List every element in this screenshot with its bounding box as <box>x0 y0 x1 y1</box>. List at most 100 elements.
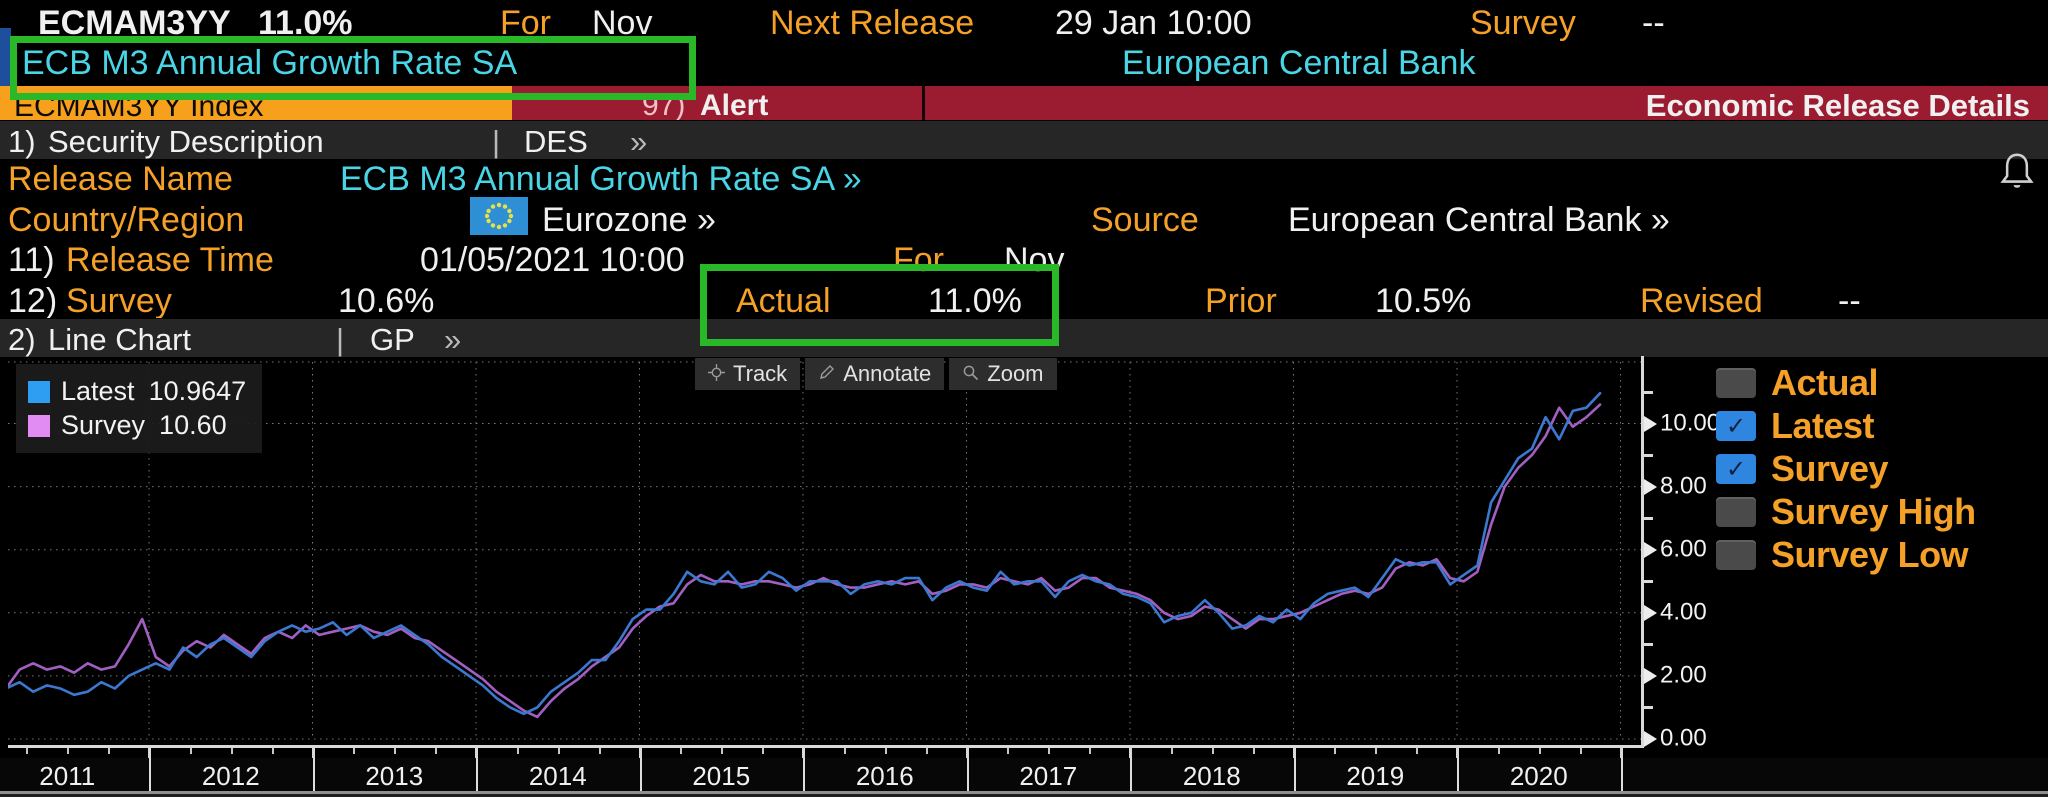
left-accent-bar <box>0 28 11 88</box>
y-tick-minor <box>1644 517 1653 521</box>
x-tick-minor <box>598 748 601 754</box>
section2-number: 2) <box>8 322 36 357</box>
chart-toolbar: Track Annotate Zoom <box>695 358 1057 390</box>
legend-row: Survey 10.60 <box>28 410 246 441</box>
chevron-right-icon: » <box>444 322 462 357</box>
source-name-top: European Central Bank <box>1122 44 1476 82</box>
x-tick-minor <box>1538 748 1541 754</box>
y-tick-arrow <box>1644 541 1657 558</box>
legend-checkbox-row: Survey Low <box>1716 534 1976 575</box>
legend-checkbox-row: Actual <box>1716 362 1976 403</box>
legend-row: Latest 10.9647 <box>28 376 246 407</box>
y-tick-minor <box>1644 706 1653 710</box>
year-label: 2015 <box>692 761 751 791</box>
section-line-chart[interactable]: 2) Line Chart | GP » <box>0 318 2048 358</box>
x-tick-major <box>1619 748 1623 759</box>
section1-divider: | <box>492 124 501 159</box>
survey-row-value: 10.6% <box>338 282 435 320</box>
y-tick-label: 0.00 <box>1660 724 1707 752</box>
x-tick-minor <box>1007 748 1010 754</box>
zoom-icon <box>962 361 979 387</box>
tool-button-label: Zoom <box>987 361 1044 386</box>
release-name-label: Release Name <box>8 160 233 198</box>
checkbox-label: Survey <box>1771 448 1889 489</box>
x-tick-minor <box>1579 748 1582 754</box>
x-tick-minor <box>435 748 438 754</box>
chart-legend: Latest 10.9647 Survey 10.60 <box>16 364 263 453</box>
next-release-label: Next Release <box>770 4 975 42</box>
section1-number: 1) <box>8 124 36 159</box>
checkbox-survey[interactable]: ✓ <box>1716 454 1756 484</box>
survey-top-value: -- <box>1642 4 1665 42</box>
series-visibility-panel: Actual ✓ Latest ✓ Survey Survey High Survey Lo… <box>1716 362 1976 581</box>
x-axis-year-labels: 2011 2012 2013 2014 2015 2016 2017 2018 2019 2020 <box>0 758 2048 791</box>
function-tab-bar: ECMAM3YY Index 97) Alert Economic Releas… <box>0 86 2048 122</box>
year-separator <box>476 758 478 791</box>
section1-mnemonic: DES <box>524 124 588 159</box>
line-chart-plot[interactable] <box>8 356 1641 746</box>
x-tick-minor <box>925 748 928 754</box>
year-separator <box>966 758 969 791</box>
ticker-index-tab[interactable]: ECMAM3YY Index <box>0 86 512 122</box>
legend-series-name: Latest <box>61 376 135 406</box>
release-time-number: 11) <box>8 241 55 279</box>
x-tick-minor <box>271 748 274 754</box>
x-tick-minor <box>353 748 356 754</box>
ticker-value: 11.0% <box>258 4 353 42</box>
checkbox-survey-low[interactable] <box>1716 540 1756 570</box>
x-tick-major <box>1129 748 1132 759</box>
prior-value: 10.5% <box>1375 282 1472 320</box>
y-tick-label: 6.00 <box>1660 535 1707 563</box>
section-security-description[interactable]: 1) Security Description | DES » <box>0 120 2048 160</box>
checkbox-label: Survey Low <box>1771 534 1969 575</box>
country-value[interactable]: Eurozone » <box>542 201 716 239</box>
release-for-value: Nov <box>1004 241 1065 279</box>
eu-flag-icon <box>470 197 528 235</box>
legend-swatch-latest <box>28 380 50 403</box>
checkbox-label: Survey High <box>1771 491 1976 532</box>
annotate-button[interactable]: Annotate <box>805 358 945 390</box>
checkbox-survey-high[interactable] <box>1716 497 1756 527</box>
checkbox-actual[interactable] <box>1716 368 1756 398</box>
year-label: 2019 <box>1346 761 1405 791</box>
x-tick-minor <box>1375 748 1378 754</box>
year-label: 2014 <box>528 761 587 791</box>
y-axis: 0.00 2.00 4.00 6.00 8.00 10.00 <box>1641 356 1720 751</box>
legend-series-name: Survey <box>61 410 146 440</box>
series-line-latest <box>8 391 1602 716</box>
source-label: Source <box>1091 201 1199 239</box>
year-separator <box>1130 758 1132 791</box>
legend-checkbox-row: Survey High <box>1716 491 1976 532</box>
legend-checkbox-row: ✓ Survey <box>1716 448 1976 489</box>
zoom-button[interactable]: Zoom <box>949 358 1057 390</box>
x-tick-minor <box>1497 748 1500 754</box>
security-name: ECB M3 Annual Growth Rate SA <box>22 44 518 82</box>
section1-label: Security Description <box>48 124 324 159</box>
track-button[interactable]: Track <box>695 358 801 390</box>
year-label: 2016 <box>855 761 914 791</box>
revised-value: -- <box>1838 282 1861 320</box>
alert-tab[interactable]: Alert <box>700 89 769 122</box>
x-tick-minor <box>721 748 724 754</box>
x-tick-minor <box>1211 748 1214 754</box>
x-tick-minor <box>516 748 519 754</box>
bell-icon[interactable] <box>2000 152 2034 190</box>
revised-label: Revised <box>1640 282 1763 320</box>
x-tick-minor <box>1089 748 1092 754</box>
x-tick-minor <box>67 748 70 754</box>
annotate-icon <box>818 361 835 387</box>
release-name-value[interactable]: ECB M3 Annual Growth Rate SA » <box>340 160 862 198</box>
checkbox-latest[interactable]: ✓ <box>1716 411 1756 441</box>
page-title: Economic Release Details <box>1645 88 2030 123</box>
x-tick-major <box>148 748 151 759</box>
x-tick-minor <box>884 748 887 754</box>
x-tick-minor <box>108 748 111 754</box>
year-separator <box>1620 758 1623 791</box>
legend-checkbox-row: ✓ Latest <box>1716 405 1976 446</box>
next-release-value: 29 Jan 10:00 <box>1055 4 1252 42</box>
for-label: For <box>500 4 551 42</box>
source-value[interactable]: European Central Bank » <box>1288 201 1670 239</box>
x-tick-major <box>638 748 642 759</box>
actual-value: 11.0% <box>928 282 1022 320</box>
legend-swatch-survey <box>28 414 50 437</box>
